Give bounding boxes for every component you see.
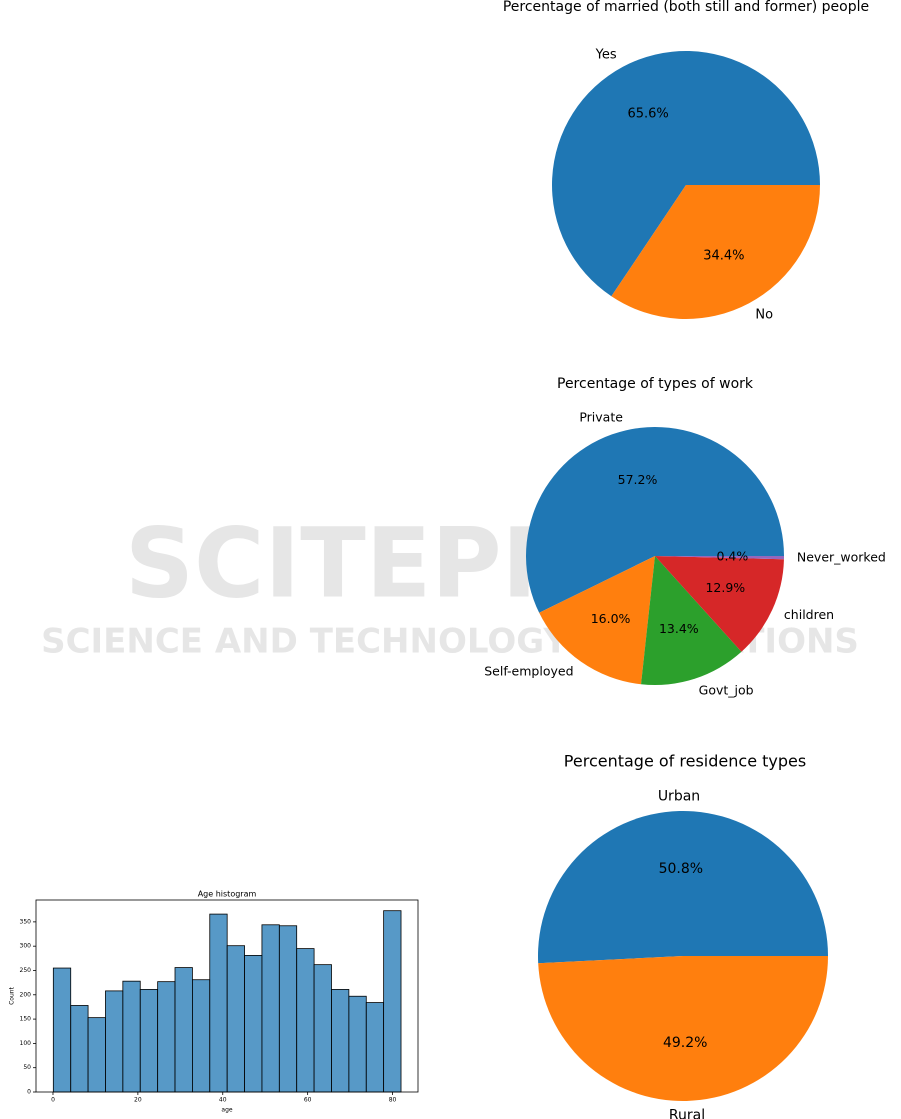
- slice-label: Urban: [658, 789, 700, 805]
- slice-label: Private: [579, 409, 623, 424]
- y-tick-label: 50: [23, 1064, 31, 1071]
- slice-percent: 50.8%: [659, 861, 703, 877]
- chart-title: Percentage of married (both still and fo…: [503, 0, 869, 15]
- chart-title: Percentage of residence types: [564, 752, 806, 771]
- slice-percent: 49.2%: [663, 1035, 707, 1051]
- slice-label: Never_worked: [797, 549, 886, 564]
- slice-percent: 34.4%: [703, 248, 744, 263]
- bar: [157, 981, 176, 1093]
- x-tick-label: 80: [389, 1097, 397, 1104]
- y-axis-label: Count: [9, 986, 16, 1004]
- pie-slice: [655, 556, 784, 652]
- y-tick-label: 0: [27, 1089, 31, 1096]
- slice-percent: 0.4%: [717, 548, 749, 563]
- bar: [139, 989, 159, 1093]
- bar: [331, 989, 350, 1093]
- bar: [52, 967, 72, 1093]
- y-tick-label: 100: [20, 1040, 32, 1047]
- y-tick-label: 300: [20, 943, 32, 950]
- bar: [261, 924, 280, 1093]
- slice-percent: 12.9%: [705, 580, 745, 595]
- bar: [174, 967, 193, 1093]
- bar: [348, 995, 367, 1093]
- bar: [365, 1002, 385, 1093]
- x-axis-label: age: [221, 1107, 232, 1114]
- pie-slice: [526, 427, 784, 613]
- slice-label: Rural: [669, 1107, 705, 1119]
- pie-slice: [538, 810, 828, 964]
- slice-percent: 13.4%: [659, 621, 699, 636]
- y-tick-label: 200: [20, 991, 32, 998]
- bar: [192, 979, 211, 1093]
- bar: [209, 913, 228, 1093]
- slice-label: Yes: [595, 47, 617, 62]
- bar: [313, 964, 332, 1093]
- bar: [296, 948, 315, 1093]
- x-tick-label: 40: [219, 1097, 227, 1104]
- x-tick-label: 0: [51, 1097, 55, 1104]
- pie-slice: [611, 185, 820, 320]
- y-tick-label: 250: [20, 967, 32, 974]
- axes-frame: [35, 899, 419, 1093]
- slice-label: Govt_job: [699, 683, 754, 698]
- bar: [70, 1005, 89, 1093]
- bar: [278, 925, 298, 1093]
- x-tick-label: 60: [304, 1097, 312, 1104]
- slice-label: children: [784, 607, 834, 622]
- x-tick-label: 20: [134, 1097, 142, 1104]
- y-tick-label: 350: [20, 918, 32, 925]
- chart-title: Percentage of types of work: [557, 376, 754, 392]
- slice-percent: 65.6%: [627, 107, 668, 122]
- pie-slice: [538, 956, 828, 1101]
- pie-slice: [655, 556, 784, 560]
- bar: [87, 1017, 106, 1093]
- pie-slice: [641, 556, 742, 685]
- slice-label: No: [755, 308, 773, 323]
- bar: [122, 980, 141, 1093]
- bar: [226, 945, 245, 1093]
- chart-title: Age histogram: [198, 890, 257, 899]
- pie-slice: [552, 51, 820, 297]
- y-tick-label: 150: [20, 1016, 32, 1023]
- bar: [244, 955, 263, 1093]
- pie-slice: [539, 556, 655, 685]
- slice-label: Self-employed: [484, 664, 573, 679]
- bar: [105, 990, 124, 1093]
- slice-percent: 16.0%: [591, 611, 631, 626]
- slice-percent: 57.2%: [618, 472, 658, 487]
- bar: [383, 910, 402, 1093]
